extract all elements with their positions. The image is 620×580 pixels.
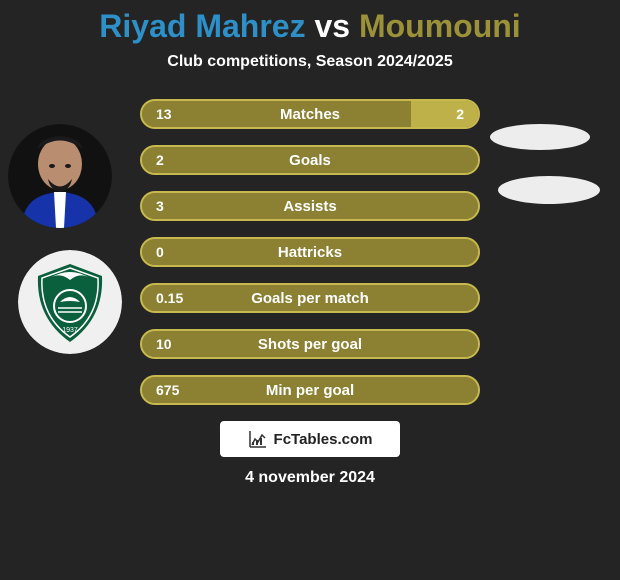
title-vs: vs (314, 8, 350, 44)
bar-label: Min per goal (142, 377, 478, 403)
branding-badge: FcTables.com (220, 421, 400, 457)
bar-label: Goals (142, 147, 478, 173)
avatar-player1-image (8, 124, 112, 228)
title-player2: Moumouni (359, 8, 521, 44)
date-text: 4 november 2024 (0, 469, 620, 487)
bar-label: Assists (142, 193, 478, 219)
subtitle: Club competitions, Season 2024/2025 (0, 53, 620, 71)
bar-label: Shots per goal (142, 331, 478, 357)
avatar-player2-crest: 1937 (18, 250, 122, 354)
bar-value-left: 13 (156, 101, 172, 127)
ellipse-decoration-2 (498, 176, 600, 204)
bar-value-left: 0 (156, 239, 164, 265)
bar-label: Goals per match (142, 285, 478, 311)
bar-row: Min per goal675 (140, 375, 480, 405)
bar-value-right: 2 (456, 101, 464, 127)
bar-value-left: 2 (156, 147, 164, 173)
branding-text: FcTables.com (274, 431, 373, 448)
avatar-player2: 1937 (18, 250, 122, 354)
ellipse-decoration-1 (490, 124, 590, 150)
bar-label: Matches (142, 101, 478, 127)
bar-row: Hattricks0 (140, 237, 480, 267)
bar-row: Matches13 2 (140, 99, 480, 129)
bar-row: Assists3 (140, 191, 480, 221)
bar-label: Hattricks (142, 239, 478, 265)
bar-row: Shots per goal10 (140, 329, 480, 359)
content-area: Riyad Mahrez vs Moumouni Club competitio… (0, 0, 620, 580)
bar-value-left: 675 (156, 377, 179, 403)
bar-row: Goals2 (140, 145, 480, 175)
svg-text:1937: 1937 (62, 327, 78, 334)
avatar-player1 (8, 124, 112, 228)
bar-value-left: 0.15 (156, 285, 183, 311)
page-title: Riyad Mahrez vs Moumouni (0, 8, 620, 45)
bar-value-left: 3 (156, 193, 164, 219)
comparison-bars: Matches132Goals2Assists3Hattricks0Goals … (140, 99, 480, 405)
bar-value-left: 10 (156, 331, 172, 357)
chart-icon (248, 429, 268, 449)
bar-row: Goals per match0.15 (140, 283, 480, 313)
title-player1: Riyad Mahrez (99, 8, 305, 44)
